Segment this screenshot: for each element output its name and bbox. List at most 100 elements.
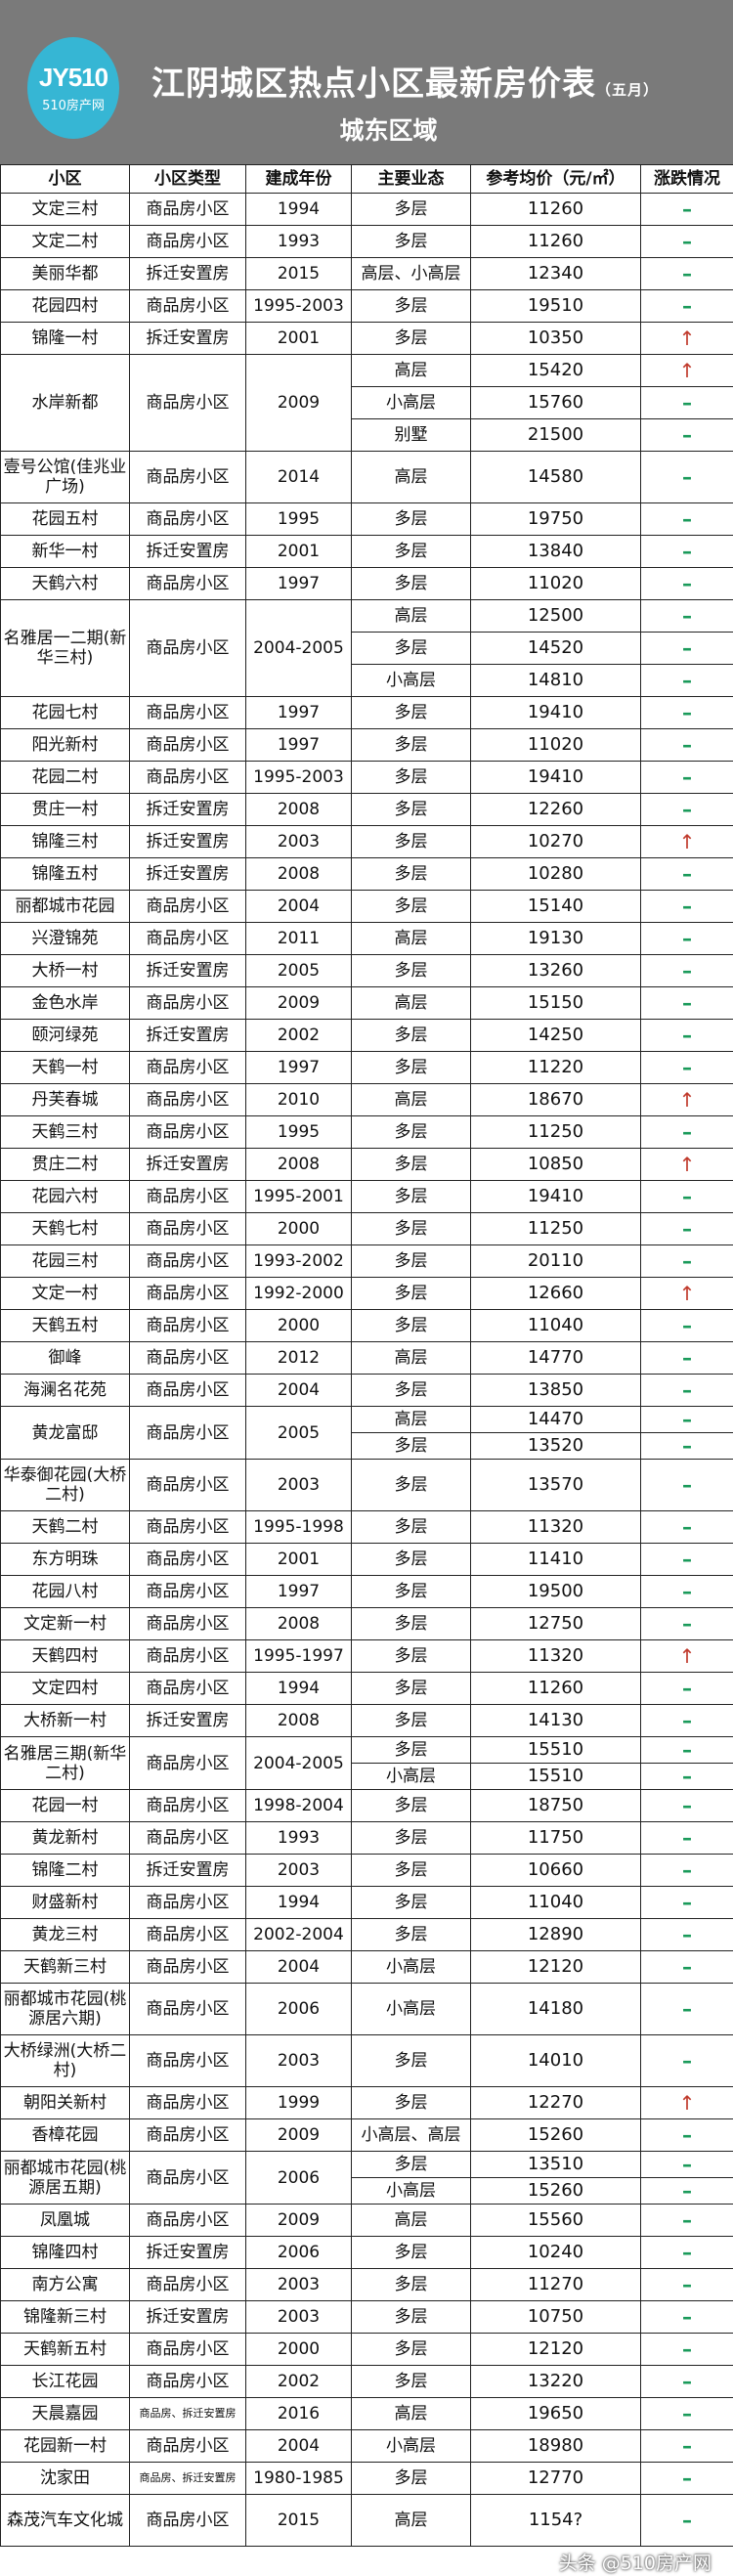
- community-type: 拆迁安置房: [130, 1705, 246, 1737]
- community-type: 拆迁安置房: [130, 858, 246, 891]
- average-price: 12750: [471, 1608, 641, 1640]
- community-name: 文定二村: [1, 226, 130, 258]
- community-type: 商品房小区: [130, 1084, 246, 1116]
- build-year: 2016: [246, 2398, 352, 2430]
- average-price: 20110: [471, 1245, 641, 1278]
- building-form: 高层: [352, 2495, 471, 2547]
- building-form: 多层: [352, 2269, 471, 2301]
- building-form: 多层: [352, 1511, 471, 1544]
- community-name: 贯庄一村: [1, 794, 130, 826]
- community-name: 朝阳关新村: [1, 2087, 130, 2119]
- community-type: 商品房小区: [130, 1737, 246, 1790]
- average-price: 18980: [471, 2430, 641, 2463]
- header-banner: JY510 510房产网 江阴城区热点小区最新房价表（五月） 城东区域: [0, 0, 733, 164]
- average-price: 14010: [471, 2035, 641, 2087]
- average-price: 19410: [471, 1181, 641, 1213]
- community-type: 商品房小区: [130, 2087, 246, 2119]
- community-name: 丹芙春城: [1, 1084, 130, 1116]
- community-name: 花园二村: [1, 762, 130, 794]
- trend-flat-icon: –: [641, 955, 733, 987]
- building-form: 多层: [352, 1020, 471, 1052]
- build-year: 1980-1985: [246, 2463, 352, 2495]
- community-type: 商品房小区: [130, 2269, 246, 2301]
- average-price: 14810: [471, 665, 641, 697]
- build-year: 2000: [246, 2334, 352, 2366]
- community-type: 商品房小区: [130, 1342, 246, 1375]
- building-form: 多层: [352, 568, 471, 600]
- community-type: 商品房小区: [130, 1790, 246, 1822]
- build-year: 2002: [246, 1020, 352, 1052]
- building-form: 多层: [352, 1460, 471, 1511]
- building-form: 多层: [352, 2334, 471, 2366]
- build-year: 2009: [246, 2119, 352, 2152]
- build-year: 2002-2004: [246, 1919, 352, 1951]
- build-year: 2004: [246, 891, 352, 923]
- build-year: 1994: [246, 1673, 352, 1705]
- community-type: 商品房小区: [130, 1640, 246, 1673]
- footer: 头条 @510房产网: [0, 2547, 733, 2576]
- trend-flat-icon: –: [641, 1919, 733, 1951]
- average-price: 11260: [471, 1673, 641, 1705]
- building-form: 多层: [352, 536, 471, 568]
- trend-up-icon: ↑: [641, 355, 733, 387]
- community-type: 商品房小区: [130, 2152, 246, 2205]
- community-name: 阳光新村: [1, 729, 130, 762]
- community-type: 商品房小区: [130, 1951, 246, 1984]
- community-type: 拆迁安置房: [130, 2301, 246, 2334]
- build-year: 2008: [246, 858, 352, 891]
- building-form: 多层: [352, 826, 471, 858]
- community-type: 商品房小区: [130, 1919, 246, 1951]
- community-type: 商品房小区: [130, 1511, 246, 1544]
- trend-flat-icon: –: [641, 729, 733, 762]
- community-name: 天鹤新五村: [1, 2334, 130, 2366]
- building-form: 多层: [352, 1375, 471, 1407]
- trend-flat-icon: –: [641, 1673, 733, 1705]
- average-price: 14520: [471, 633, 641, 665]
- build-year: 1997: [246, 1052, 352, 1084]
- build-year: 1993: [246, 226, 352, 258]
- trend-flat-icon: –: [641, 226, 733, 258]
- build-year: 2001: [246, 1544, 352, 1576]
- build-year: 2005: [246, 1407, 352, 1460]
- community-type: 商品房小区: [130, 1278, 246, 1310]
- building-form: 多层: [352, 955, 471, 987]
- average-price: 12340: [471, 258, 641, 290]
- building-form: 高层: [352, 2205, 471, 2237]
- build-year: 2004-2005: [246, 600, 352, 697]
- average-price: 12260: [471, 794, 641, 826]
- average-price: 15140: [471, 891, 641, 923]
- community-type: 商品房小区: [130, 1984, 246, 2035]
- community-name: 天鹤五村: [1, 1310, 130, 1342]
- community-name: 华泰御花园(大桥二村): [1, 1460, 130, 1511]
- build-year: 2000: [246, 1213, 352, 1245]
- community-type: 商品房小区: [130, 2119, 246, 2152]
- building-form: 高层: [352, 1342, 471, 1375]
- community-name: 黄龙新村: [1, 1822, 130, 1855]
- community-type: 商品房小区: [130, 1245, 246, 1278]
- trend-flat-icon: –: [641, 290, 733, 323]
- average-price: 12890: [471, 1919, 641, 1951]
- build-year: 2008: [246, 1149, 352, 1181]
- community-name: 名雅居一二期(新华三村): [1, 600, 130, 697]
- community-type: 拆迁安置房: [130, 258, 246, 290]
- trend-flat-icon: –: [641, 1705, 733, 1737]
- community-type: 商品房小区: [130, 194, 246, 226]
